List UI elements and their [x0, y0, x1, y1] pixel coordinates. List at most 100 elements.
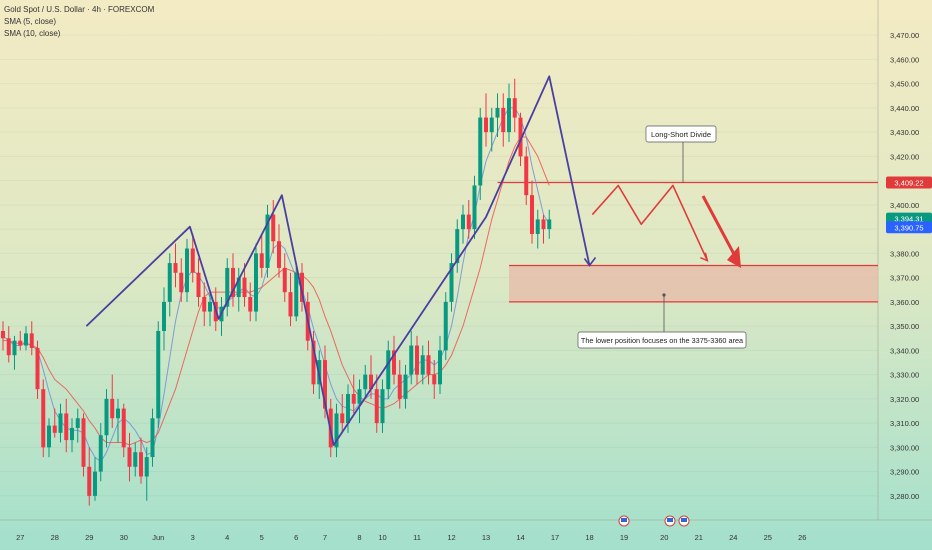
candle-body — [6, 338, 11, 356]
symbol-title[interactable]: Gold Spot / U.S. Dollar · 4h · FOREXCOM — [4, 5, 155, 14]
candle-body — [409, 345, 414, 375]
candle — [420, 345, 425, 385]
candle-body — [478, 117, 483, 186]
candle-body — [64, 413, 69, 441]
candle — [351, 374, 356, 414]
candle-body — [277, 241, 281, 268]
x-tick-label: 25 — [764, 533, 772, 542]
candle-body — [196, 272, 201, 298]
candle — [133, 442, 138, 477]
candle — [535, 209, 540, 249]
zone-label-box — [577, 331, 747, 349]
candle — [185, 238, 189, 302]
candle-body — [41, 389, 46, 448]
candle-body — [461, 214, 465, 230]
candle-body — [386, 350, 391, 390]
candle — [415, 335, 419, 385]
candle-body — [346, 394, 350, 424]
event-flag-icon-fill — [621, 518, 627, 522]
x-tick-label: 7 — [323, 533, 327, 542]
y-tick-label: 3,400.00 — [890, 201, 919, 210]
candle — [81, 413, 86, 477]
candle-body — [87, 466, 92, 496]
candle — [426, 340, 431, 385]
divide-label-box — [645, 125, 717, 143]
candle-body — [139, 452, 143, 477]
candle — [139, 437, 143, 484]
candle — [162, 287, 166, 351]
candle-body — [133, 452, 138, 467]
candle — [501, 93, 506, 147]
sma5-legend[interactable]: SMA (5, close) — [4, 17, 57, 26]
projection-arrowhead — [700, 252, 709, 262]
candle-body — [300, 272, 304, 302]
candle-body — [202, 297, 207, 312]
candle — [374, 374, 379, 433]
candle — [357, 379, 362, 424]
candle-body — [501, 107, 506, 133]
candle-body — [363, 374, 368, 390]
x-tick-label: 11 — [413, 533, 421, 542]
big-down-arrow-head — [727, 246, 741, 268]
x-tick-label: 20 — [660, 533, 668, 542]
candle — [173, 243, 178, 288]
candle — [47, 418, 51, 458]
event-flag-icon-fill — [667, 518, 673, 522]
candle-body — [75, 418, 80, 428]
candle — [202, 282, 207, 327]
candle-body — [265, 214, 270, 268]
candle — [369, 355, 373, 399]
chart-legend: Gold Spot / U.S. Dollar · 4h · FOREXCOM … — [4, 4, 154, 40]
candle-body — [167, 263, 172, 302]
candle — [386, 340, 391, 399]
candle-body — [24, 333, 28, 346]
candle-body — [185, 248, 189, 293]
bid-price-label: 3,390.75 — [894, 223, 923, 232]
candle — [104, 389, 109, 448]
candle — [363, 364, 368, 399]
candle-body — [18, 340, 23, 346]
event-flag-icon-fill — [681, 518, 687, 522]
x-tick-label: 14 — [516, 533, 524, 542]
candle-body — [35, 347, 40, 390]
time-axis[interactable]: 27 28 29 30 Jun 3 4 5 6 7 8 10 11 12 13 14 17 18 19 20 21 24 2… — [16, 515, 806, 542]
candle-body — [334, 413, 339, 448]
candle-body — [415, 345, 419, 375]
candle-body — [116, 408, 120, 419]
candle-body — [12, 340, 17, 356]
candle — [156, 321, 161, 428]
candle — [231, 253, 235, 307]
big-down-arrow-shaft — [701, 195, 737, 257]
candle — [466, 200, 471, 239]
candle-body — [518, 117, 523, 157]
candle-body — [357, 389, 362, 404]
candle-body — [70, 427, 74, 441]
x-tick-label: 21 — [695, 533, 703, 542]
candle — [116, 398, 120, 443]
candle-body — [449, 263, 454, 302]
candle-body — [507, 98, 511, 133]
candle-body — [81, 418, 86, 467]
candle — [259, 233, 264, 278]
x-tick-label: 3 — [191, 533, 195, 542]
y-tick-label: 3,330.00 — [890, 371, 919, 380]
candle — [409, 330, 414, 385]
y-tick-label: 3,470.00 — [890, 31, 919, 40]
price-axis[interactable]: 3,280.00 3,290.00 3,300.00 3,310.00 3,320.00… — [886, 31, 932, 501]
candle-body — [29, 333, 34, 348]
candle — [41, 379, 46, 458]
candle — [271, 200, 276, 254]
candle-body — [104, 398, 109, 436]
y-tick-label: 3,290.00 — [890, 468, 919, 477]
y-tick-label: 3,440.00 — [890, 104, 919, 113]
candle-body — [225, 267, 230, 307]
candle-body — [466, 214, 471, 230]
candle — [438, 335, 442, 395]
x-tick-label: 28 — [51, 533, 59, 542]
sma10-legend[interactable]: SMA (10, close) — [4, 29, 61, 38]
candle-body — [282, 267, 287, 293]
candle — [449, 253, 454, 312]
candle — [547, 209, 552, 239]
